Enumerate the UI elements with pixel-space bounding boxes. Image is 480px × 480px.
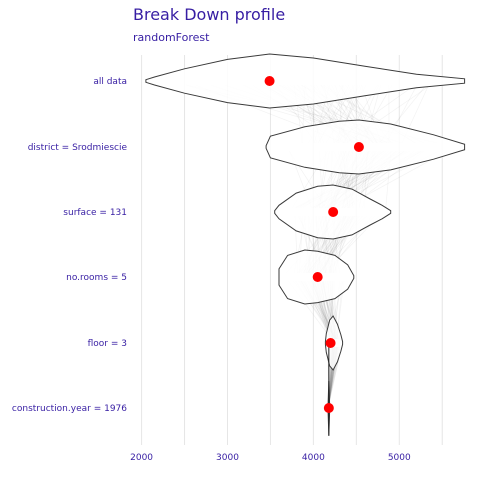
category-label: no.rooms = 5 xyxy=(66,273,127,283)
x-tick-label: 5000 xyxy=(388,453,411,463)
mean-dots-layer xyxy=(264,76,364,413)
category-label: all data xyxy=(93,77,127,87)
mean-dot-5 xyxy=(323,403,334,413)
x-tick-label: 4000 xyxy=(302,453,325,463)
category-label: district = Srodmiescie xyxy=(28,143,128,153)
mean-dot-4 xyxy=(325,338,336,348)
chart-subtitle: randomForest xyxy=(133,31,210,44)
category-label: surface = 131 xyxy=(63,208,127,218)
category-label: construction.year = 1976 xyxy=(12,404,127,414)
violin-0 xyxy=(145,53,466,109)
x-tick-label: 3000 xyxy=(216,453,239,463)
category-label: floor = 3 xyxy=(88,339,127,349)
x-axis-ticks-layer: 2000 3000 4000 5000 xyxy=(130,453,411,463)
category-labels-layer: all data district = Srodmiescie surface = … xyxy=(12,77,128,414)
grid-layer xyxy=(141,55,443,445)
mean-dot-0 xyxy=(264,76,275,86)
mean-dot-2 xyxy=(328,207,339,217)
x-tick-label: 2000 xyxy=(130,453,153,463)
violin-1 xyxy=(265,119,466,175)
mean-dot-1 xyxy=(353,142,364,152)
mean-dot-3 xyxy=(312,272,323,282)
chart-title: Break Down profile xyxy=(133,5,285,24)
